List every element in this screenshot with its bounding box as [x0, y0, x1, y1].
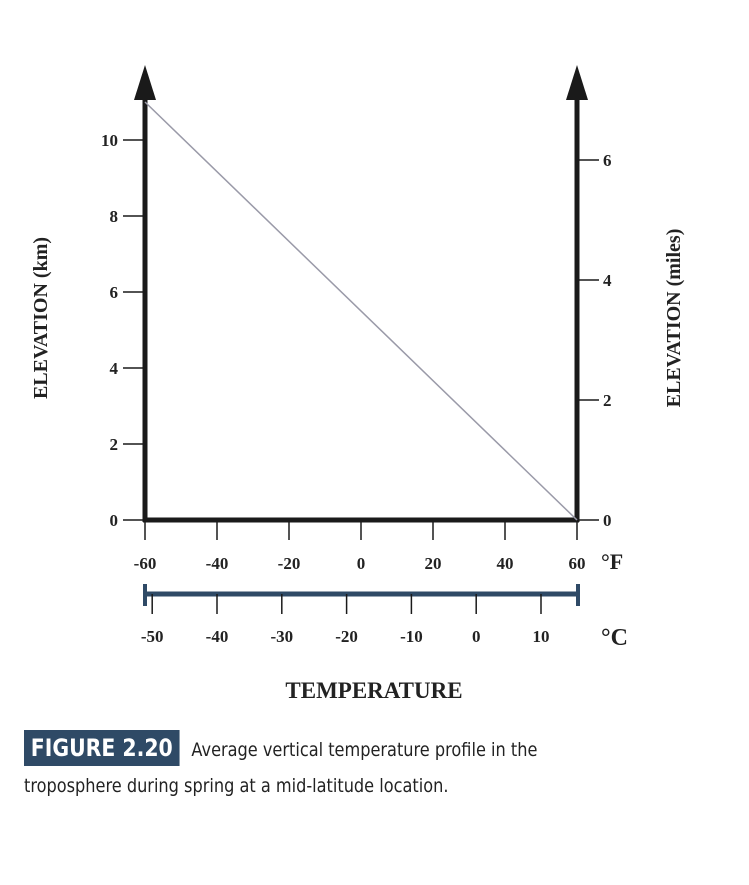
y-axis-title-right: ELEVATION (miles)	[663, 229, 685, 408]
y-tick-label-miles: 0	[603, 511, 612, 530]
x-tick-label-c: -50	[141, 627, 164, 646]
y-tick-label-miles: 2	[603, 391, 612, 410]
y-tick-label-miles: 6	[603, 151, 612, 170]
x-tick-label-c: 0	[472, 627, 481, 646]
x-tick-label-c: -10	[400, 627, 423, 646]
caption-line-1: Average vertical temperature profile in …	[191, 739, 538, 761]
x-tick-label-c: 10	[533, 627, 550, 646]
y-tick-label-km: 0	[110, 511, 119, 530]
y-axis-title-left: ELEVATION (km)	[30, 237, 52, 399]
x-tick-label-c: -40	[206, 627, 229, 646]
figure-caption: FIGURE 2.20 Average vertical temperature …	[24, 730, 619, 804]
x-tick-label-f: -40	[206, 554, 229, 573]
y-tick-label-km: 10	[101, 131, 118, 150]
right-arrow-icon	[566, 65, 588, 100]
x-tick-label-f: 60	[569, 554, 586, 573]
x-tick-label-f: 20	[425, 554, 442, 573]
temperature-profile-chart: 0 2 4 6 8 10 0 2 4 6 -60 -40 -20 0 20 40 60 °F -50 -40 -30 -2…	[30, 65, 685, 703]
temperature-profile-line	[144, 101, 578, 521]
x-tick-label-f: 40	[497, 554, 514, 573]
x-tick-label-c: -20	[335, 627, 358, 646]
x-tick-label-f: -20	[278, 554, 301, 573]
y-tick-label-miles: 4	[603, 271, 612, 290]
x-tick-label-f: 0	[357, 554, 366, 573]
figure-label: FIGURE 2.20	[24, 730, 180, 766]
left-arrow-icon	[134, 65, 156, 100]
y-tick-label-km: 8	[110, 207, 119, 226]
x-tick-label-f: -60	[134, 554, 157, 573]
y-tick-label-km: 2	[110, 435, 119, 454]
x-tick-label-c: -30	[270, 627, 293, 646]
caption-line-2: troposphere during spring at a mid-latit…	[24, 775, 449, 797]
unit-fahrenheit: °F	[601, 549, 623, 574]
unit-celsius: °C	[601, 625, 628, 651]
y-tick-label-km: 6	[110, 283, 119, 302]
x-axis-title: TEMPERATURE	[285, 678, 462, 703]
y-tick-label-km: 4	[110, 359, 119, 378]
